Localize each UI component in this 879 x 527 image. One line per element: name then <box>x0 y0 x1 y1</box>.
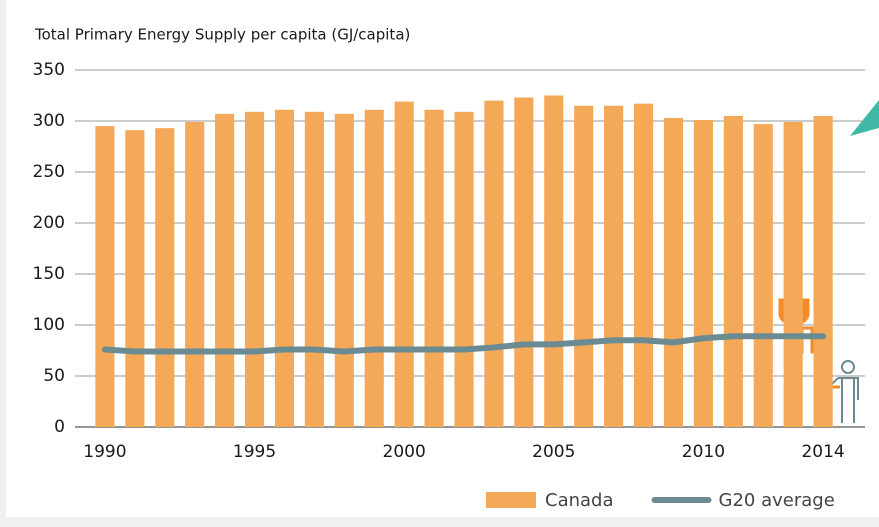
bar <box>663 117 684 427</box>
bar <box>633 103 654 427</box>
bar <box>783 122 803 428</box>
y-tick-label: 350 <box>33 60 65 80</box>
bar <box>484 100 504 427</box>
bar <box>274 109 295 427</box>
bar <box>544 95 564 427</box>
bar <box>244 111 265 427</box>
bar <box>424 109 444 427</box>
bar <box>394 101 414 428</box>
bar <box>304 111 324 427</box>
bar <box>125 130 145 427</box>
bar <box>753 124 773 427</box>
bar <box>574 105 594 427</box>
bar <box>95 126 115 427</box>
line <box>101 333 827 355</box>
legend: Canada G20 average <box>486 490 835 511</box>
decoration <box>850 100 879 136</box>
x-tick-label: 1990 <box>83 442 126 462</box>
x-tick-label: 2014 <box>801 442 844 462</box>
person-icon <box>827 360 859 423</box>
y-tick-label: 150 <box>33 264 65 284</box>
legend-swatch <box>486 492 536 508</box>
y-tick-label: 250 <box>33 162 65 182</box>
y-tick-label: 0 <box>54 417 65 437</box>
x-tick-label: 1995 <box>233 442 276 462</box>
y-tick-label: 200 <box>33 213 65 233</box>
y-tick-label: 100 <box>33 315 65 335</box>
bar <box>364 109 384 427</box>
bar <box>813 115 833 428</box>
bar <box>723 115 743 428</box>
bar <box>604 105 624 427</box>
bar <box>454 111 474 427</box>
bar <box>215 113 235 428</box>
x-tick-label: 2000 <box>383 442 426 462</box>
legend-label: Canada <box>545 490 614 511</box>
bar <box>693 119 713 427</box>
chart-title: Total Primary Energy Supply per capita (… <box>34 26 410 44</box>
y-tick-label: 50 <box>43 366 65 386</box>
bar <box>514 97 534 427</box>
x-tick-label: 2005 <box>532 442 575 462</box>
bar <box>185 122 205 428</box>
legend-label: G20 average <box>719 490 835 511</box>
bar <box>334 113 354 428</box>
x-tick-label: 2010 <box>682 442 725 462</box>
bar <box>155 128 175 427</box>
y-tick-label: 300 <box>33 111 65 131</box>
